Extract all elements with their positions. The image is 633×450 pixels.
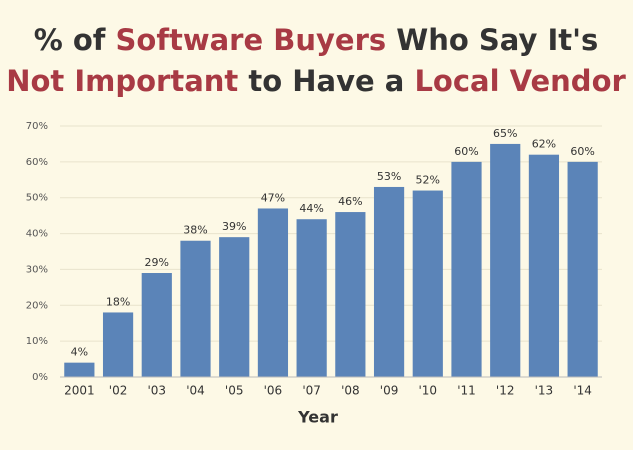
y-tick-label: 30% bbox=[26, 264, 48, 275]
x-tick-label: '09 bbox=[380, 384, 399, 398]
title-segment: % of bbox=[34, 23, 116, 57]
title-segment: Who Say It's bbox=[386, 23, 598, 57]
value-label: 44% bbox=[299, 202, 323, 215]
value-label: 47% bbox=[261, 191, 285, 204]
x-tick-label: '13 bbox=[535, 384, 554, 398]
y-tick-label: 0% bbox=[32, 372, 48, 383]
bar bbox=[141, 273, 172, 377]
value-label: 60% bbox=[570, 145, 594, 158]
x-tick-label: '05 bbox=[225, 384, 244, 398]
bar bbox=[451, 161, 482, 377]
y-tick-label: 50% bbox=[26, 193, 48, 204]
title-segment: Software Buyers bbox=[116, 23, 387, 57]
x-tick-label: '02 bbox=[109, 384, 128, 398]
value-label: 53% bbox=[377, 170, 401, 183]
bar bbox=[257, 208, 289, 377]
value-label: 62% bbox=[532, 138, 556, 151]
x-tick-label: '12 bbox=[496, 384, 515, 398]
x-axis-label: Year bbox=[297, 408, 338, 427]
y-tick-label: 70% bbox=[26, 121, 48, 132]
x-tick-label: '10 bbox=[418, 384, 437, 398]
x-tick-label: '04 bbox=[186, 384, 205, 398]
y-tick-label: 40% bbox=[26, 229, 48, 240]
x-tick-label: '14 bbox=[573, 384, 592, 398]
value-label: 39% bbox=[222, 220, 246, 233]
bar bbox=[180, 240, 211, 377]
bar bbox=[567, 161, 598, 377]
value-label: 18% bbox=[106, 295, 130, 308]
bar bbox=[412, 190, 443, 377]
value-label: 38% bbox=[183, 224, 207, 237]
value-label: 4% bbox=[71, 346, 88, 359]
title-segment: Not Important bbox=[6, 64, 238, 98]
x-tick-label: '03 bbox=[147, 384, 166, 398]
y-tick-label: 20% bbox=[26, 300, 48, 311]
x-tick-label: 2001 bbox=[64, 384, 95, 398]
value-label: 29% bbox=[145, 256, 169, 269]
title-segment: Local Vendor bbox=[414, 64, 626, 98]
value-label: 46% bbox=[338, 195, 362, 208]
bar bbox=[335, 212, 366, 377]
bar bbox=[373, 186, 405, 377]
bar bbox=[490, 143, 521, 377]
bar bbox=[219, 237, 250, 377]
value-label: 65% bbox=[493, 127, 517, 140]
value-label: 52% bbox=[416, 174, 440, 187]
x-tick-label: '08 bbox=[341, 384, 360, 398]
bar bbox=[528, 154, 560, 377]
chart-title: % of Software Buyers Who Say It's bbox=[34, 23, 599, 57]
x-tick-label: '11 bbox=[457, 384, 476, 398]
bar bbox=[102, 312, 134, 377]
x-tick-label: '06 bbox=[264, 384, 283, 398]
y-tick-label: 10% bbox=[26, 336, 48, 347]
bar bbox=[296, 219, 327, 377]
bar bbox=[64, 362, 95, 377]
y-tick-label: 60% bbox=[26, 157, 48, 168]
x-tick-label: '07 bbox=[302, 384, 321, 398]
chart-title: Not Important to Have a Local Vendor bbox=[6, 64, 626, 98]
value-label: 60% bbox=[454, 145, 478, 158]
title-segment: to Have a bbox=[238, 64, 414, 98]
